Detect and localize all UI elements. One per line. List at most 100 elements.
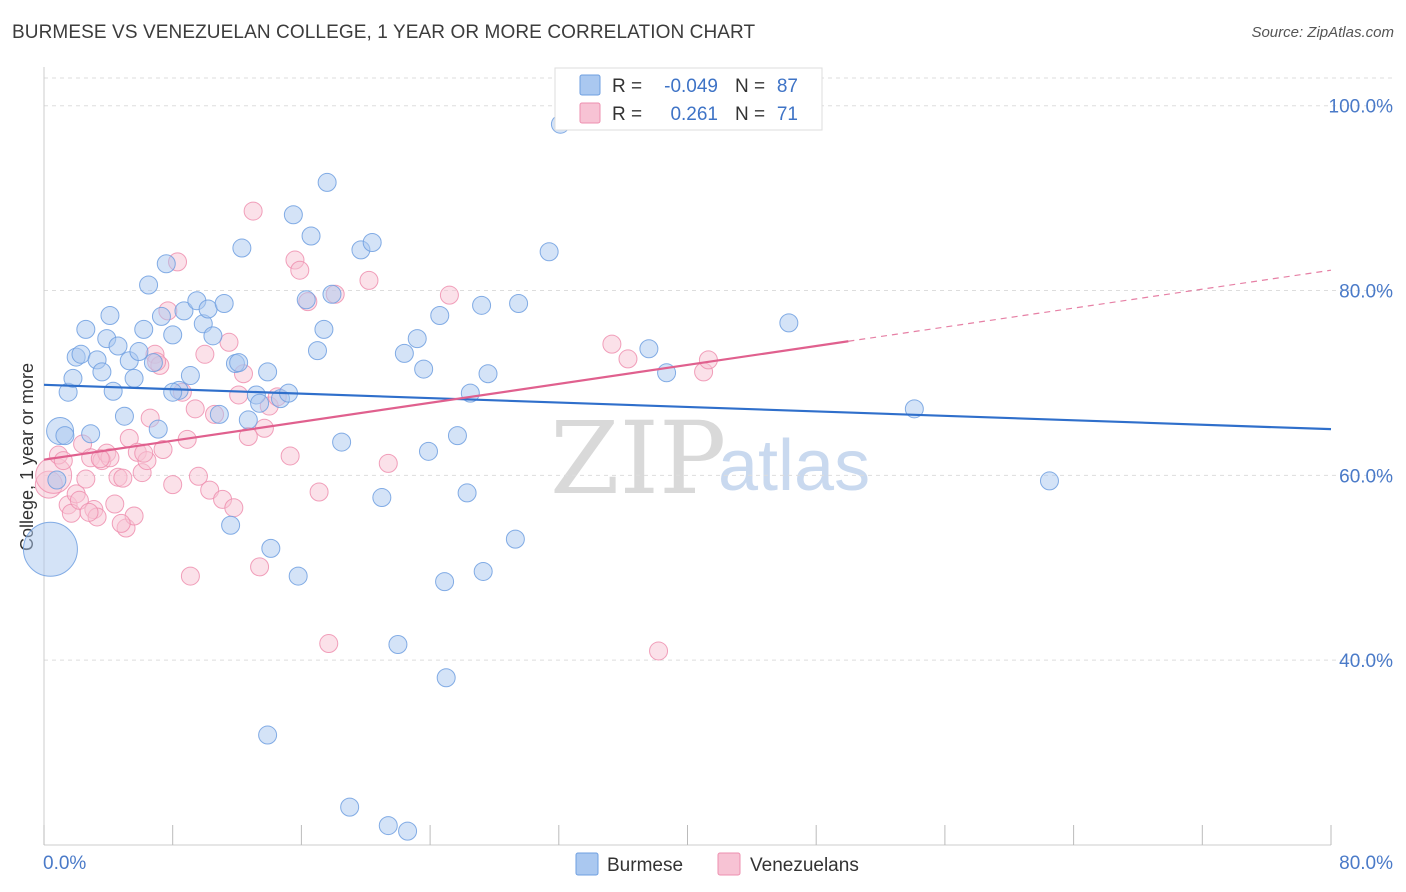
burmese-point <box>92 362 112 382</box>
burmese-point <box>143 353 163 373</box>
venezuelan-point <box>180 566 200 586</box>
burmese-legend-swatch <box>579 74 601 96</box>
venezuelan-point <box>90 449 110 469</box>
burmese-point <box>238 410 258 430</box>
y-tick-label: 80.0% <box>1339 282 1393 303</box>
burmese-point <box>307 341 327 361</box>
venezuelan-point <box>243 201 263 221</box>
burmese-point <box>221 515 241 535</box>
burmese-point <box>151 306 171 326</box>
venezuelan-point <box>359 270 379 290</box>
burmese-point <box>114 406 134 426</box>
burmese-point <box>139 275 159 295</box>
venezuelan-point <box>219 332 239 352</box>
burmese-n-value: 87 <box>777 76 798 97</box>
burmese-point <box>1039 471 1059 491</box>
burmese-point <box>198 299 218 319</box>
burmese-point <box>414 359 434 379</box>
burmese-point <box>505 529 525 549</box>
watermark: ZIP atlas <box>550 400 870 517</box>
burmese-point <box>129 342 149 362</box>
burmese-point <box>447 426 467 446</box>
burmese-point <box>288 566 308 586</box>
burmese-point <box>332 432 352 452</box>
venezuelan-point <box>188 466 208 486</box>
chart-title: BURMESE VS VENEZUELAN COLLEGE, 1 YEAR OR… <box>12 22 756 43</box>
y-axis-label: College, 1 year or more <box>17 363 37 551</box>
venezuelan-point <box>229 385 249 405</box>
burmese-point <box>478 364 498 384</box>
venezuelan-point <box>618 349 638 369</box>
burmese-point <box>258 725 278 745</box>
burmese-point <box>435 572 455 592</box>
burmese-point <box>156 254 176 274</box>
axes <box>43 67 1332 846</box>
venezuelan-point <box>113 468 133 488</box>
burmese-point <box>103 381 123 401</box>
burmese-point <box>639 339 659 359</box>
burmese-point <box>203 326 223 346</box>
venezuelan-point <box>195 344 215 364</box>
burmese-point <box>394 343 414 363</box>
burmese-point <box>209 404 229 424</box>
burmese-point <box>314 319 334 339</box>
burmese-points <box>22 114 1059 841</box>
venezuelan-points <box>34 201 718 661</box>
venezuelan-point <box>111 513 131 533</box>
y-tick-label: 60.0% <box>1339 466 1393 487</box>
burmese-point <box>407 329 427 349</box>
venezuelan-point <box>53 451 73 471</box>
venezuelan-point <box>76 469 96 489</box>
venezuelan-point <box>319 634 339 654</box>
burmese-point <box>340 797 360 817</box>
venezuelan-point <box>163 475 183 495</box>
burmese-point <box>418 441 438 461</box>
venezuelan-trend-line <box>43 340 849 461</box>
venezuelan-point <box>250 557 270 577</box>
burmese-point <box>398 821 418 841</box>
series-legend: Burmese Venezuelans <box>575 852 859 876</box>
burmese-point <box>163 325 183 345</box>
burmese-point <box>229 353 249 373</box>
venezuelan-point <box>602 334 622 354</box>
y-tick-label: 100.0% <box>1329 97 1394 118</box>
burmese-point <box>509 293 529 313</box>
venezuelan-r-label: R = <box>612 104 642 125</box>
venezuelan-legend-swatch <box>579 102 601 124</box>
venezuelan-point <box>224 498 244 518</box>
stats-legend: R = -0.049 N = 87 R = 0.261 N = 71 <box>554 67 823 131</box>
venezuelan-swatch <box>717 852 741 876</box>
burmese-trend-line <box>43 383 1332 431</box>
venezuelan-point <box>290 260 310 280</box>
burmese-point <box>473 561 493 581</box>
venezuelan-point <box>309 482 329 502</box>
burmese-point <box>779 313 799 333</box>
venezuelan-point <box>200 480 220 500</box>
venezuelan-point <box>79 502 99 522</box>
burmese-point <box>174 301 194 321</box>
x-tick-label-max: 80.0% <box>1339 853 1393 874</box>
venezuelan-legend-label: Venezuelans <box>750 855 859 876</box>
burmese-point <box>322 284 342 304</box>
burmese-point <box>362 232 382 252</box>
burmese-point <box>124 368 144 388</box>
burmese-r-value: -0.049 <box>664 76 718 97</box>
burmese-point <box>63 368 83 388</box>
burmese-point <box>317 172 337 192</box>
burmese-point <box>301 226 321 246</box>
burmese-point <box>100 305 120 325</box>
venezuelan-n-value: 71 <box>777 104 798 125</box>
burmese-point <box>258 362 278 382</box>
burmese-point <box>539 242 559 262</box>
venezuelan-r-value: 0.261 <box>670 104 718 125</box>
burmese-point <box>472 295 492 315</box>
burmese-legend-label: Burmese <box>607 855 683 876</box>
y-tick-label: 40.0% <box>1339 651 1393 672</box>
burmese-point <box>283 205 303 225</box>
venezuelan-point <box>378 453 398 473</box>
burmese-r-label: R = <box>612 76 642 97</box>
burmese-point <box>261 538 281 558</box>
burmese-point <box>378 816 398 836</box>
burmese-point <box>134 319 154 339</box>
